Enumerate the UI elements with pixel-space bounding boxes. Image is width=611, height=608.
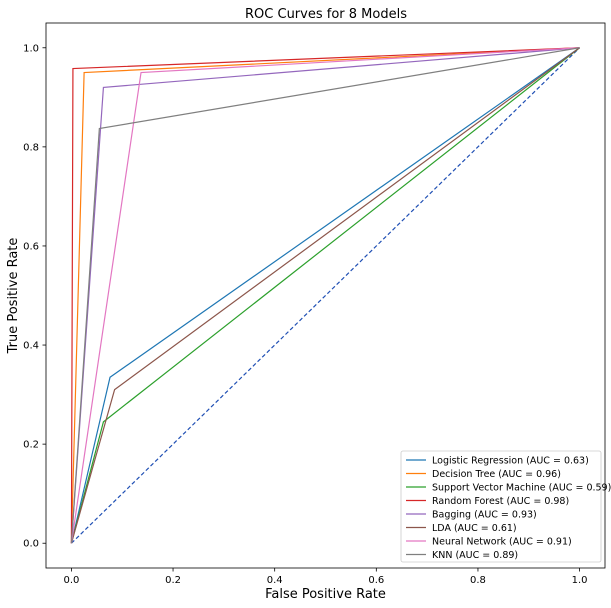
legend-label-3: Random Forest (AUC = 0.98) bbox=[432, 496, 569, 507]
legend-label-4: Bagging (AUC = 0.93) bbox=[432, 509, 537, 520]
legend-label-5: LDA (AUC = 0.61) bbox=[432, 523, 517, 534]
y-tick-label: 0.4 bbox=[23, 341, 39, 352]
x-tick-label: 1.0 bbox=[572, 575, 588, 586]
x-tick-label: 0.4 bbox=[267, 575, 283, 586]
series-line-3 bbox=[70, 47, 580, 544]
reference-layer bbox=[70, 47, 581, 544]
legend-label-0: Logistic Regression (AUC = 0.63) bbox=[432, 455, 589, 466]
legend-entries: Logistic Regression (AUC = 0.63) Decision… bbox=[406, 455, 611, 561]
x-tick-label: 0.2 bbox=[165, 575, 181, 586]
legend-box bbox=[400, 450, 602, 563]
series-line-2 bbox=[70, 47, 580, 544]
y-tick-label: 0.8 bbox=[23, 142, 39, 153]
series-line-5 bbox=[70, 47, 580, 544]
legend-label-6: Neural Network (AUC = 0.91) bbox=[432, 536, 572, 547]
series-line-7 bbox=[70, 47, 580, 544]
ticks-layer: 0.0 0.2 0.4 0.6 0.8 1.0 0.0 0.2 0.4 0.6 0.8 1.0 bbox=[23, 43, 587, 586]
x-tick-label: 0.0 bbox=[63, 575, 79, 586]
legend-label-1: Decision Tree (AUC = 0.96) bbox=[432, 469, 561, 480]
legend: Logistic Regression (AUC = 0.63) Decision… bbox=[400, 450, 611, 563]
series-line-6 bbox=[70, 47, 580, 544]
chart-title: ROC Curves for 8 Models bbox=[245, 7, 407, 22]
y-tick-label: 0.6 bbox=[23, 241, 39, 252]
series-layer bbox=[70, 47, 580, 544]
series-line-1 bbox=[70, 47, 580, 544]
y-tick-label: 0.0 bbox=[23, 539, 39, 550]
y-tick-label: 1.0 bbox=[23, 43, 39, 54]
legend-label-7: KNN (AUC = 0.89) bbox=[432, 550, 518, 561]
reference-diagonal-line bbox=[70, 47, 581, 544]
series-line-0 bbox=[70, 47, 580, 544]
y-axis-label: True Positive Rate bbox=[6, 238, 21, 355]
x-tick-label: 0.6 bbox=[368, 575, 384, 586]
legend-label-2: Support Vector Machine (AUC = 0.59) bbox=[432, 482, 611, 493]
x-tick-label: 0.8 bbox=[470, 575, 486, 586]
x-axis-label: False Positive Rate bbox=[265, 587, 386, 602]
y-tick-label: 0.2 bbox=[23, 440, 39, 451]
